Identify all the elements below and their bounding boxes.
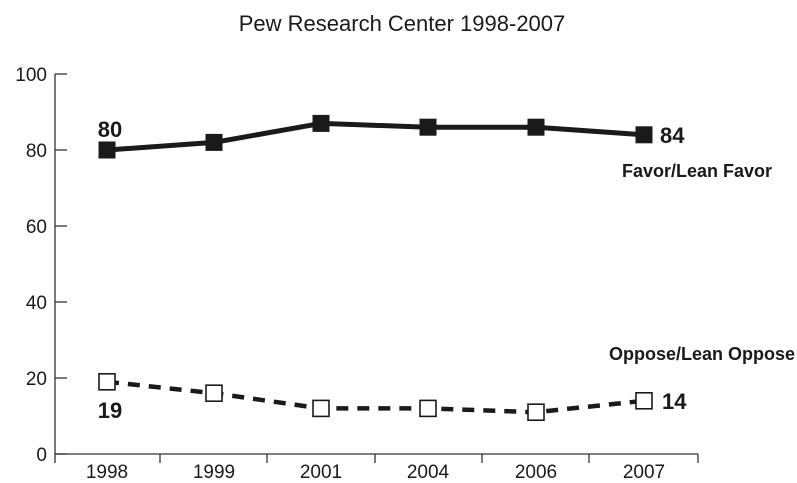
data-point-marker <box>419 118 437 136</box>
data-point-marker <box>635 126 653 144</box>
data-point-marker <box>205 384 223 403</box>
y-tick-label: 20 <box>26 369 47 390</box>
data-point-marker <box>312 114 330 132</box>
data-point-marker <box>527 118 545 136</box>
axes: 0 20 40 60 80 100 1998 1999 2001 2004 2006 2007 <box>15 65 699 483</box>
series-line-oppose <box>106 379 645 415</box>
data-point-marker <box>312 399 330 418</box>
data-point-marker <box>419 399 437 418</box>
y-tick-label: 60 <box>26 217 47 238</box>
data-value-label: 84 <box>660 123 685 148</box>
series-name-label: Favor/Lean Favor <box>622 161 772 181</box>
data-point-marker <box>98 141 116 159</box>
y-tick-label: 100 <box>15 65 47 86</box>
x-tick-label: 1998 <box>86 462 128 483</box>
data-point-marker <box>205 133 223 151</box>
x-tick-label: 2006 <box>515 462 557 483</box>
data-value-label: 14 <box>662 389 687 414</box>
series-line-favor <box>106 120 645 153</box>
series-layer <box>98 114 653 422</box>
data-point-marker <box>527 403 545 422</box>
y-tick-label: 0 <box>36 445 47 466</box>
data-value-label: 80 <box>98 117 122 142</box>
data-point-marker <box>98 372 116 391</box>
data-value-label: 19 <box>98 398 122 423</box>
y-tick-label: 80 <box>26 141 47 162</box>
x-tick-label: 2007 <box>623 462 665 483</box>
series-name-label: Oppose/Lean Oppose <box>609 344 795 364</box>
x-tick-label: 2004 <box>407 462 450 483</box>
y-tick-label: 40 <box>26 293 47 314</box>
x-tick-label: 2001 <box>300 462 342 483</box>
labels-layer: Favor/Lean Favor 80 84 Oppose/Lean Oppose 19… <box>98 117 795 423</box>
x-tick-label: 1999 <box>193 462 235 483</box>
data-point-marker <box>635 391 653 410</box>
chart-title: Pew Research Center 1998-2007 <box>239 11 566 36</box>
